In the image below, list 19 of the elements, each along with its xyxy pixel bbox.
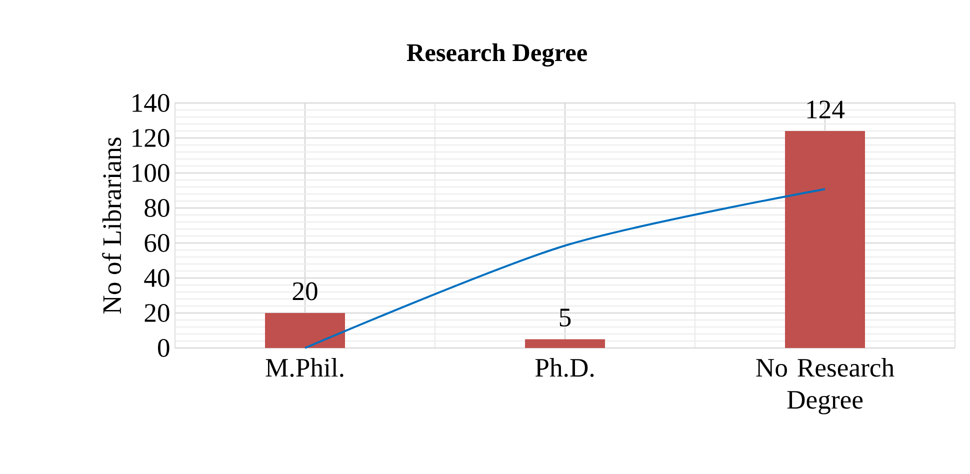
chart-title: Research Degree [406,43,587,67]
y-tick-label: 20 [144,304,170,322]
data-label: 5 [560,308,571,327]
bar [525,339,606,348]
y-tick-label: 60 [144,234,170,252]
y-tick-label: 0 [158,338,170,357]
y-tick-label: 100 [132,164,170,182]
y-tick-label: 120 [132,128,170,147]
y-axis-title: No of Librarians [102,138,122,314]
x-tick-label: M.Phil. [266,358,344,377]
y-tick-label: 140 [132,94,170,112]
data-label: 124 [807,100,845,118]
y-tick-label: 40 [144,268,170,287]
x-tick-label: No Research Degree [756,358,894,414]
bar [265,312,346,348]
y-tick-label: 80 [144,198,170,217]
data-label: 20 [292,282,318,300]
bar [785,130,865,348]
x-tick-label: Ph.D. [535,358,594,377]
